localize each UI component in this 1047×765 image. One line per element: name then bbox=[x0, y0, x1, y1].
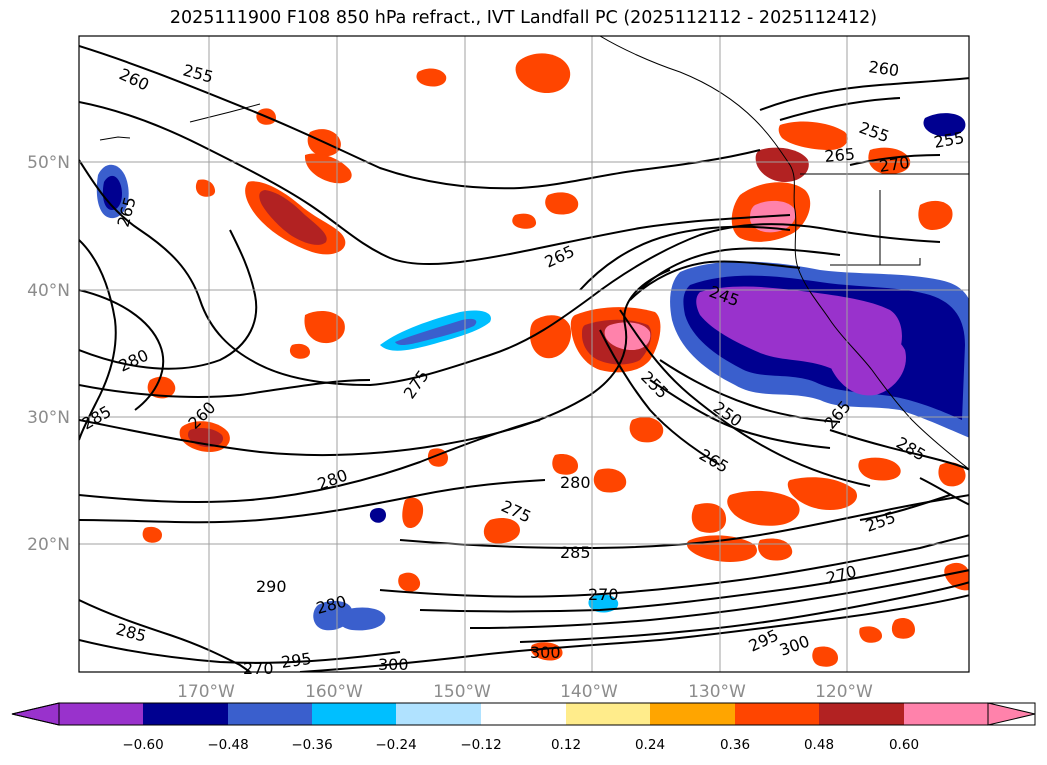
colorbar-extend-left bbox=[11, 702, 60, 726]
contour-label: 260 bbox=[867, 57, 900, 80]
colorbar-tick-label: −0.12 bbox=[460, 737, 501, 753]
graticule bbox=[79, 36, 969, 672]
colorbar-cell bbox=[396, 703, 481, 725]
colorbar-tick-label: −0.24 bbox=[375, 737, 416, 753]
latitude-labels: 50°N 40°N 30°N 20°N bbox=[27, 153, 70, 555]
colorbar-extend-right bbox=[987, 702, 1036, 726]
refractivity-fill-layer bbox=[96, 53, 969, 667]
lat-label-20n: 20°N bbox=[27, 535, 70, 555]
colorbar-tick-label: 0.24 bbox=[635, 737, 665, 753]
contour-label: 280 bbox=[116, 345, 152, 375]
colorbar: −0.60 −0.48 −0.36 −0.24 −0.12 0.12 0.24 … bbox=[11, 702, 1036, 753]
map-frame bbox=[78, 35, 970, 673]
contour-label: 280 bbox=[560, 473, 591, 492]
colorbar-cell bbox=[904, 703, 988, 725]
lat-label-30n: 30°N bbox=[27, 408, 70, 428]
colorbar-cell bbox=[12, 703, 59, 725]
lon-label-170w: 170°W bbox=[177, 682, 235, 702]
lon-label-160w: 160°W bbox=[305, 682, 363, 702]
colorbar-ticks: −0.60 −0.48 −0.36 −0.24 −0.12 0.12 0.24 … bbox=[122, 737, 919, 753]
lon-label-150w: 150°W bbox=[433, 682, 491, 702]
contour-label: 285 bbox=[114, 620, 148, 646]
contour-label: 275 bbox=[400, 366, 433, 402]
contour-label: 300 bbox=[378, 655, 409, 674]
colorbar-cell bbox=[143, 703, 228, 725]
coastline-layer bbox=[99, 36, 969, 470]
contour-label: 285 bbox=[893, 433, 929, 465]
colorbar-tick-label: 0.48 bbox=[804, 737, 834, 753]
lat-label-40n: 40°N bbox=[27, 281, 70, 301]
colorbar-tick-label: −0.60 bbox=[122, 737, 163, 753]
colorbar-tick-label: −0.48 bbox=[207, 737, 248, 753]
contour-label: 285 bbox=[560, 543, 591, 562]
colorbar-cell bbox=[59, 703, 143, 725]
colorbar-cell bbox=[228, 703, 312, 725]
lat-label-50n: 50°N bbox=[27, 153, 70, 173]
contour-label: 270 bbox=[243, 659, 274, 678]
contour-label: 300 bbox=[777, 631, 812, 659]
colorbar-tick-label: 0.12 bbox=[551, 737, 581, 753]
colorbar-tick-label: −0.36 bbox=[291, 737, 332, 753]
colorbar-cell bbox=[735, 703, 819, 725]
contour-label: 255 bbox=[863, 507, 898, 535]
longitude-labels: 170°W 160°W 150°W 140°W 130°W 120°W bbox=[177, 682, 873, 702]
contour-label: 280 bbox=[315, 465, 350, 493]
lon-label-120w: 120°W bbox=[815, 682, 873, 702]
contour-label: 250 bbox=[710, 398, 746, 431]
lon-label-130w: 130°W bbox=[688, 682, 746, 702]
colorbar-cell bbox=[312, 703, 396, 725]
colorbar-cell bbox=[650, 703, 735, 725]
contour-label: 270 bbox=[878, 153, 911, 176]
colorbar-cell bbox=[566, 703, 650, 725]
colorbar-tick-label: 0.60 bbox=[889, 737, 919, 753]
contour-label-group: 260 255 265 260 255 265 270 255 265 245 … bbox=[79, 57, 966, 678]
contour-label: 255 bbox=[932, 128, 965, 152]
colorbar-cell bbox=[481, 703, 566, 725]
contour-label: 255 bbox=[857, 118, 892, 146]
contour-layer bbox=[79, 45, 969, 672]
contour-label: 255 bbox=[181, 61, 215, 87]
colorbar-cells bbox=[12, 703, 1035, 725]
coastline bbox=[599, 36, 969, 470]
contour-label: 270 bbox=[588, 585, 619, 604]
contour-label: 295 bbox=[280, 649, 313, 672]
contour-label: 300 bbox=[530, 643, 561, 662]
lon-label-140w: 140°W bbox=[560, 682, 618, 702]
colorbar-tick-label: 0.36 bbox=[720, 737, 750, 753]
contour-label: 265 bbox=[696, 445, 732, 477]
contour-label: 265 bbox=[824, 144, 856, 166]
colorbar-cell bbox=[988, 703, 1035, 725]
colorbar-cell bbox=[819, 703, 904, 725]
contour-label: 290 bbox=[256, 577, 287, 596]
map-title: 2025111900 F108 850 hPa refract., IVT La… bbox=[169, 8, 878, 28]
